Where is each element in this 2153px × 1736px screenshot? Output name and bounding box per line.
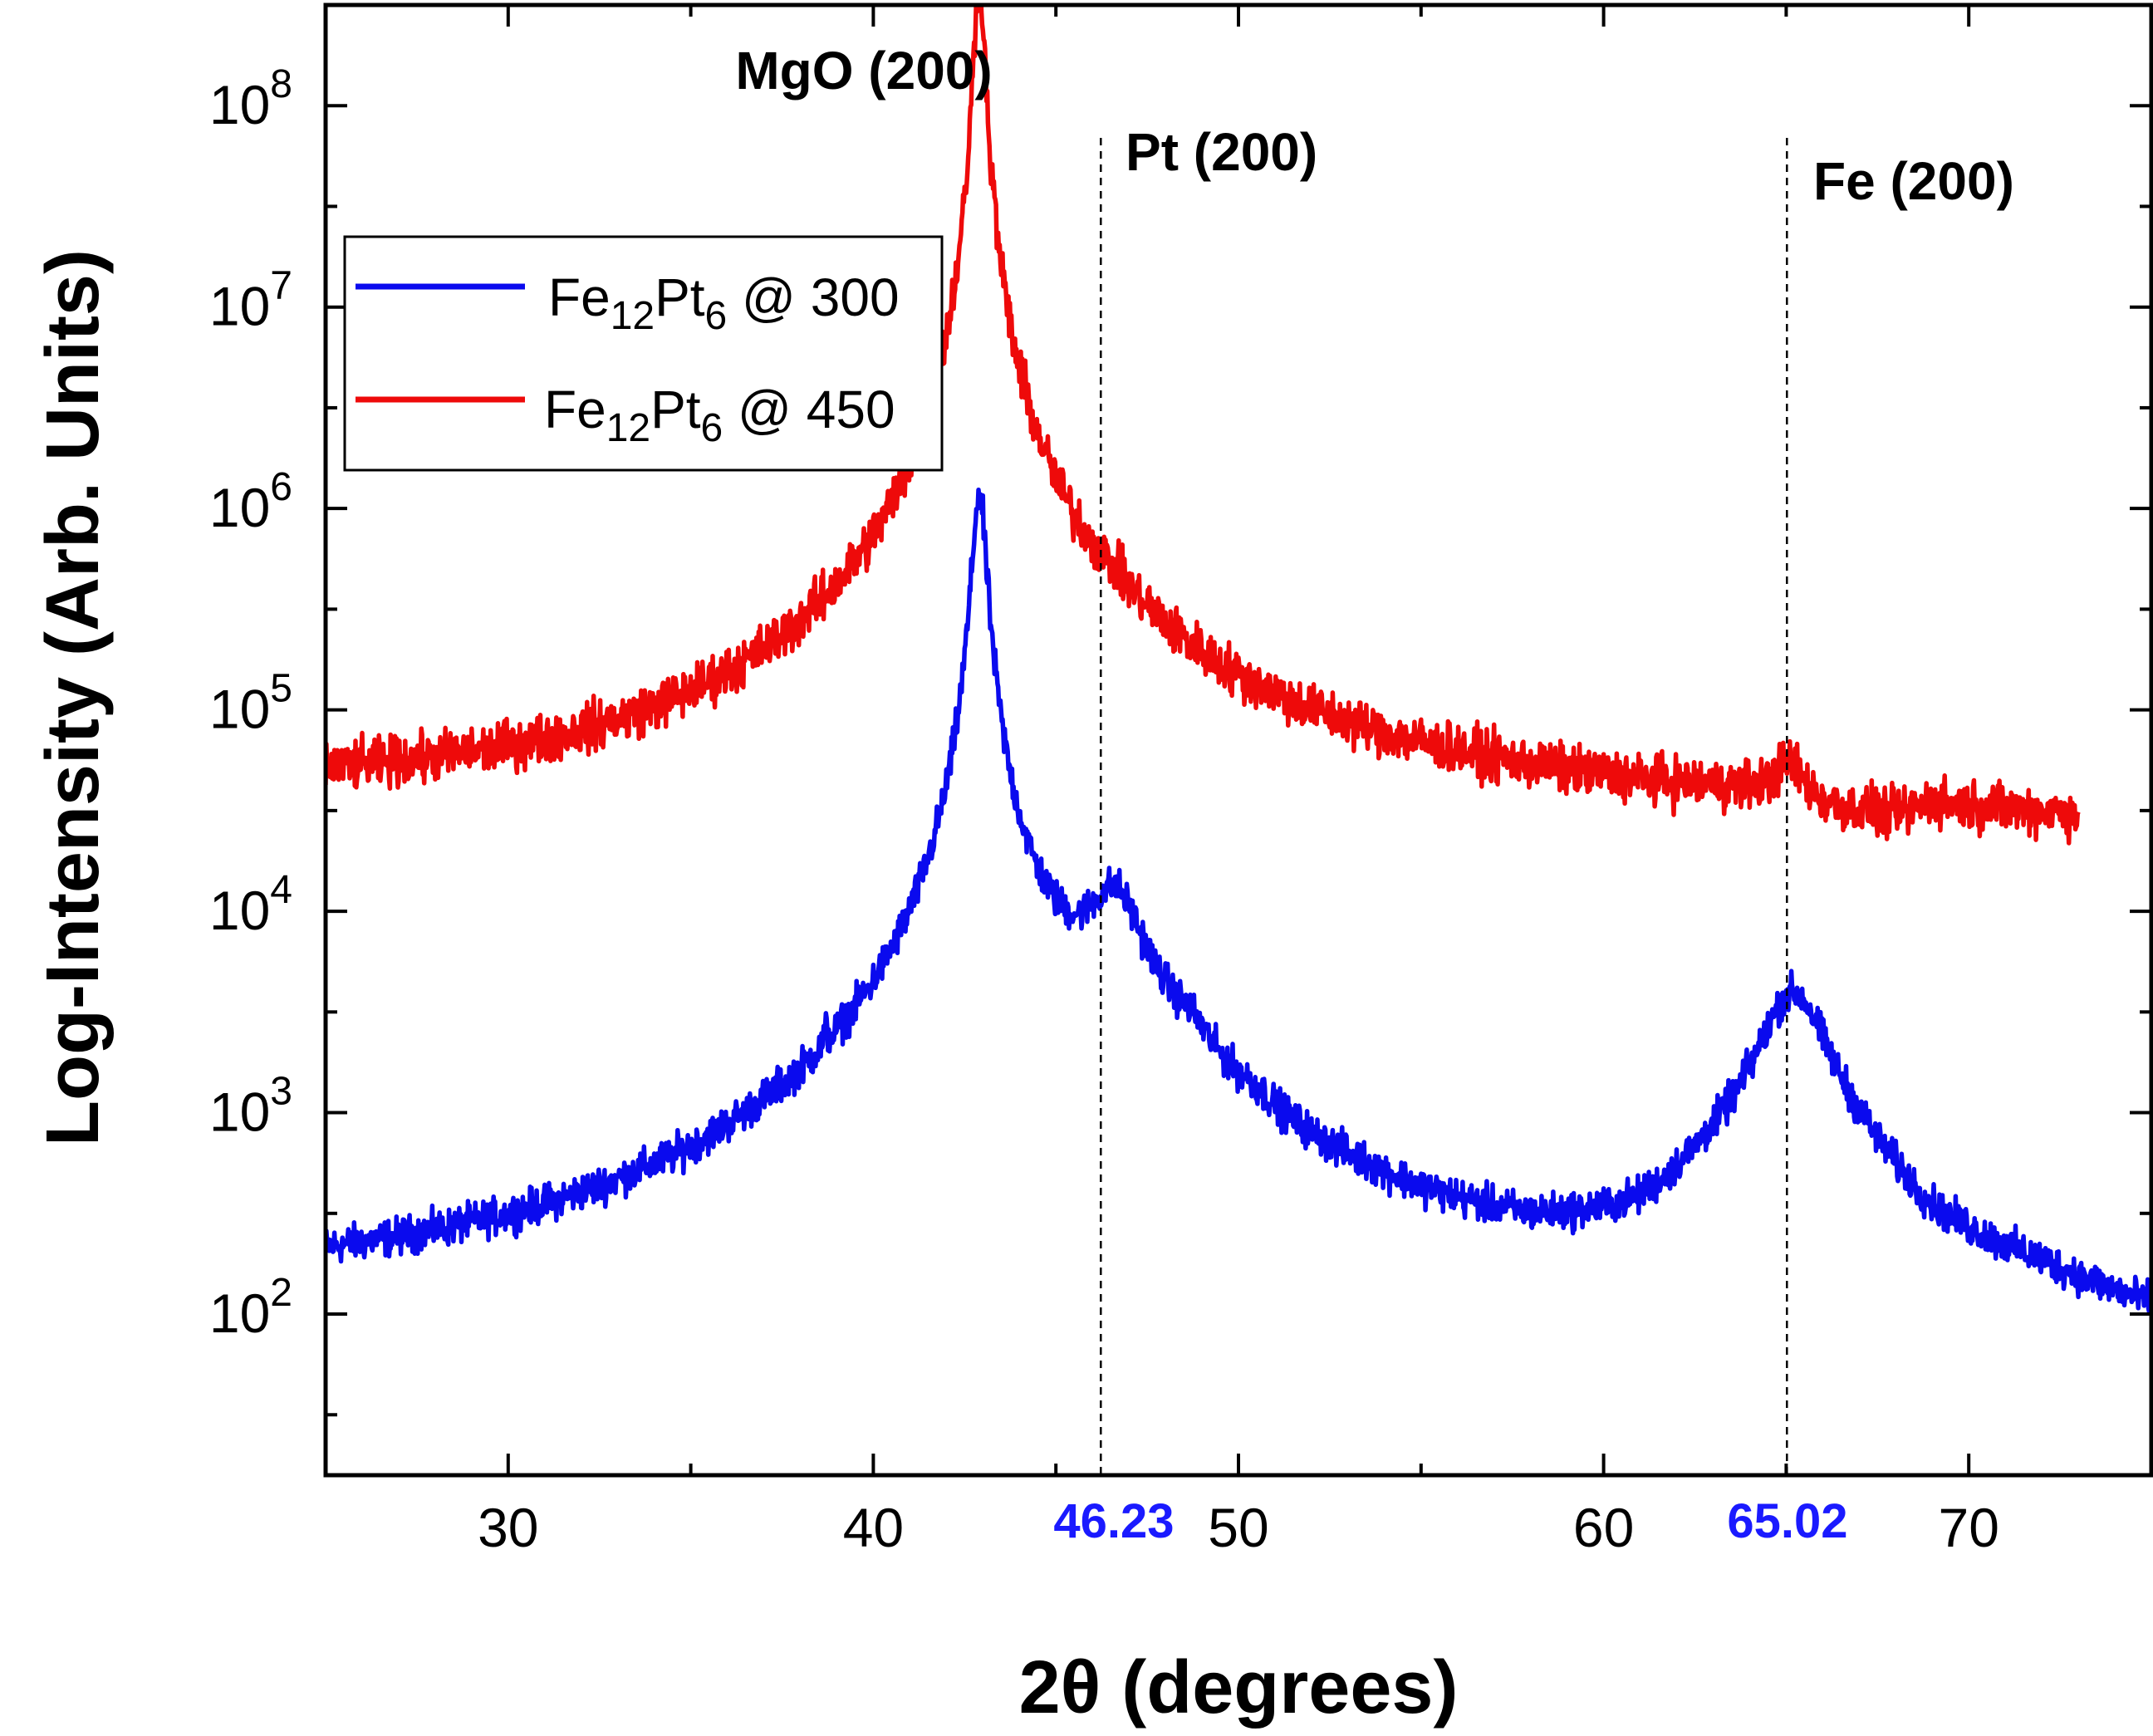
axis-tick-labels: 30 40 50 60 70 102 103 104 105 106 107 108 bbox=[209, 62, 1999, 1558]
legend-box bbox=[343, 235, 944, 472]
x-axis-title: 2θ (degrees) bbox=[1019, 1646, 1459, 1729]
y-tick-label: 106 bbox=[209, 465, 292, 538]
x-tick-label: 70 bbox=[1938, 1497, 1999, 1558]
x-tick-label: 60 bbox=[1573, 1497, 1634, 1558]
legend-label-300: Fe12Pt6 @ 300 bbox=[548, 267, 900, 338]
y-tick-label: 105 bbox=[209, 667, 292, 740]
series-line-0 bbox=[326, 488, 2151, 1314]
reference-label-pt: 46.23 bbox=[1053, 1494, 1174, 1548]
legend: Fe12Pt6 @ 300 Fe12Pt6 @ 450 bbox=[343, 235, 944, 472]
legend-label-450: Fe12Pt6 @ 450 bbox=[544, 380, 895, 450]
y-tick-label: 102 bbox=[209, 1271, 292, 1344]
annotation-mgo-200: MgO (200) bbox=[735, 41, 992, 101]
x-tick-label: 40 bbox=[843, 1497, 904, 1558]
y-tick-label: 104 bbox=[209, 868, 292, 941]
reference-label-fe: 65.02 bbox=[1727, 1494, 1847, 1548]
y-tick-label: 108 bbox=[209, 62, 292, 135]
annotation-fe-200: Fe (200) bbox=[1813, 151, 2014, 211]
reference-lines bbox=[1100, 138, 1788, 1475]
y-tick-label: 103 bbox=[209, 1070, 292, 1143]
x-tick-label: 50 bbox=[1208, 1497, 1268, 1558]
y-tick-label: 107 bbox=[209, 264, 292, 337]
x-tick-label: 30 bbox=[478, 1497, 538, 1558]
y-axis-title: Log-Intensity (Arb. Units) bbox=[32, 249, 115, 1146]
annotation-pt-200: Pt (200) bbox=[1126, 122, 1317, 182]
